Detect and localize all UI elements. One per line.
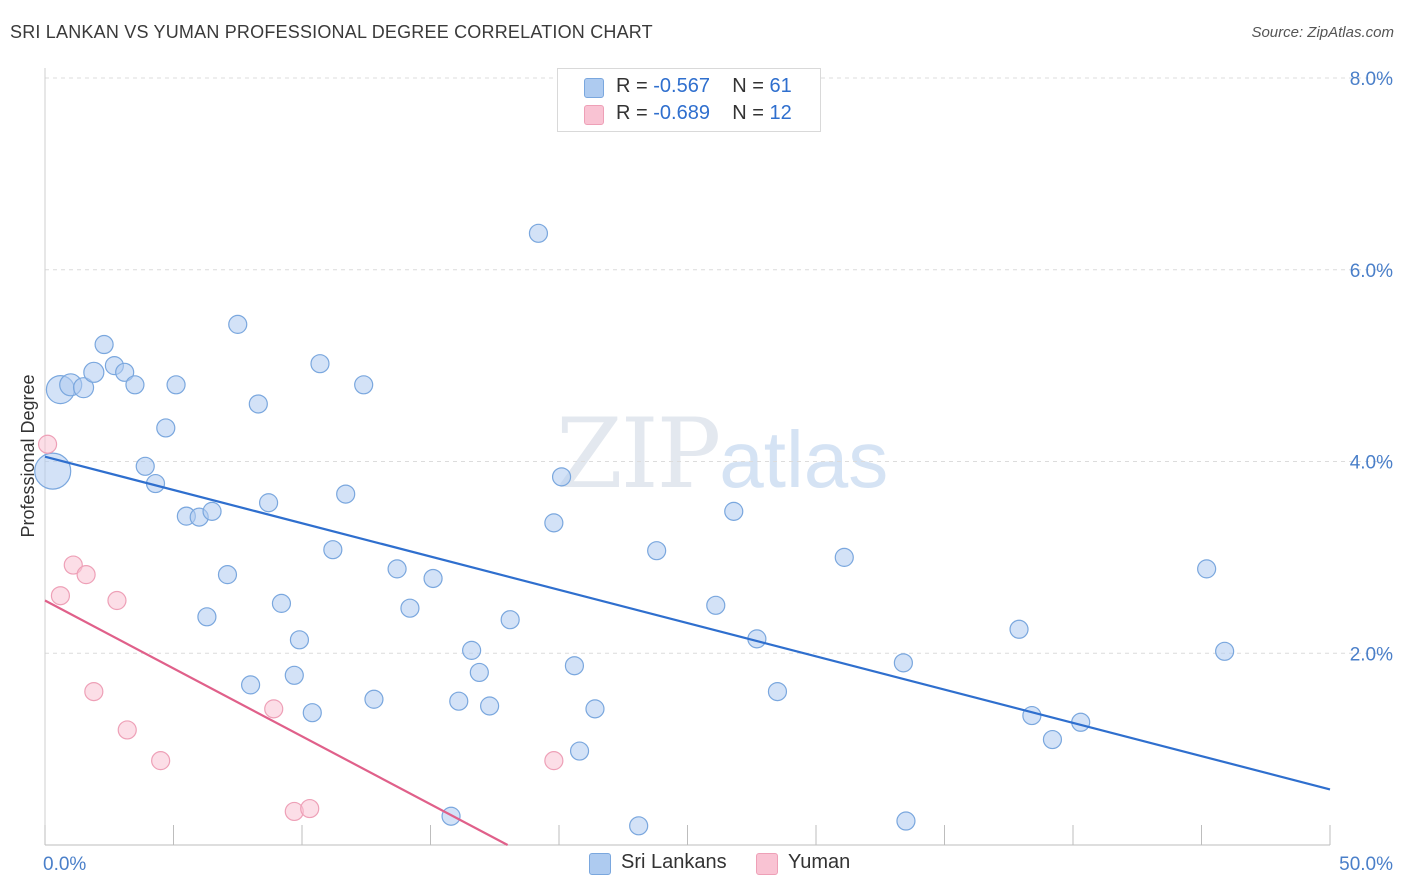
point-sri-lankans	[1022, 705, 1042, 726]
watermark-zip: ZIP	[556, 398, 721, 510]
point-sri-lankans	[528, 223, 549, 243]
point-sri-lankans	[480, 696, 500, 716]
point-yuman	[264, 699, 284, 719]
point-sri-lankans	[202, 501, 222, 521]
point-yuman	[63, 555, 83, 575]
legend-swatch-yuman	[584, 105, 604, 125]
legend-n-label: N =	[732, 75, 770, 97]
point-sri-lankans	[569, 741, 590, 761]
point-sri-lankans	[258, 493, 279, 513]
bottom-legend-swatch-yuman	[756, 853, 778, 875]
bottom-legend-label: Yuman	[788, 851, 851, 873]
point-sri-lankans	[767, 681, 788, 702]
x-tick-label: 50.0%	[1339, 854, 1393, 875]
point-sri-lankans	[166, 375, 186, 395]
point-sri-lankans	[228, 314, 248, 334]
point-sri-lankans	[217, 565, 238, 585]
point-sri-lankans	[896, 811, 916, 831]
point-sri-lankans	[893, 653, 913, 673]
point-sri-lankans	[125, 375, 145, 395]
point-sri-lankans	[197, 607, 217, 627]
y-tick-label: 4.0%	[1350, 453, 1393, 474]
point-sri-lankans	[834, 547, 854, 567]
point-sri-lankans	[336, 484, 356, 504]
point-yuman	[300, 798, 320, 819]
bottom-legend-label: Sri Lankans	[621, 851, 727, 873]
legend-r-label: R =	[616, 75, 654, 97]
point-sri-lankans	[135, 456, 155, 476]
point-yuman	[151, 751, 171, 771]
watermark-atlas: atlas	[719, 415, 889, 504]
point-sri-lankans	[449, 691, 469, 711]
point-sri-lankans	[323, 540, 343, 560]
point-sri-lankans	[156, 418, 176, 438]
point-sri-lankans	[310, 354, 330, 374]
point-sri-lankans	[1197, 559, 1217, 579]
y-tick-label: 8.0%	[1350, 69, 1393, 90]
point-sri-lankans	[551, 467, 572, 487]
legend-n-value: 61	[769, 75, 792, 97]
point-sri-lankans	[462, 640, 482, 660]
point-sri-lankans	[724, 501, 744, 521]
trend-line-yuman	[44, 599, 509, 846]
legend-r-value: -0.689	[653, 102, 710, 124]
point-yuman	[117, 720, 137, 740]
point-sri-lankans	[83, 361, 105, 383]
point-sri-lankans	[585, 699, 605, 719]
point-sri-lankans	[271, 593, 292, 613]
point-yuman	[107, 590, 127, 611]
x-tick-label: 0.0%	[43, 854, 86, 875]
point-sri-lankans	[241, 675, 261, 695]
bottom-legend-swatch-sri-lankans	[589, 853, 611, 875]
point-sri-lankans	[564, 656, 585, 676]
point-sri-lankans	[400, 598, 420, 618]
trend-line-sri-lankans	[44, 455, 1331, 791]
point-yuman	[76, 565, 96, 585]
y-tick-label: 6.0%	[1350, 261, 1393, 282]
point-sri-lankans	[72, 377, 95, 399]
point-yuman	[50, 586, 71, 606]
point-sri-lankans	[364, 689, 384, 709]
point-sri-lankans	[302, 703, 322, 723]
source-label: Source: ZipAtlas.com	[1251, 24, 1394, 41]
point-sri-lankans	[544, 513, 564, 533]
point-sri-lankans	[94, 334, 114, 355]
point-sri-lankans	[423, 568, 443, 589]
legend-swatch-sri-lankans	[584, 78, 604, 98]
legend-r-value: -0.567	[653, 75, 710, 97]
point-sri-lankans	[469, 662, 489, 683]
point-sri-lankans	[115, 362, 135, 382]
point-sri-lankans	[500, 610, 520, 630]
point-sri-lankans	[289, 630, 310, 650]
legend-n-label: N =	[732, 102, 770, 124]
y-tick-label: 2.0%	[1350, 644, 1393, 665]
legend-n-value: 12	[769, 102, 792, 124]
chart-title: SRI LANKAN VS YUMAN PROFESSIONAL DEGREE …	[10, 22, 653, 42]
point-sri-lankans	[354, 375, 374, 395]
point-sri-lankans	[1215, 641, 1235, 661]
point-sri-lankans	[629, 816, 649, 836]
point-yuman	[37, 434, 58, 454]
stats-legend: R = -0.567 N = 61 R = -0.689 N = 12	[557, 68, 821, 132]
point-sri-lankans	[1042, 729, 1063, 750]
point-sri-lankans	[248, 394, 268, 414]
watermark: ZIPatlas	[556, 398, 888, 510]
point-sri-lankans	[1009, 619, 1029, 639]
point-sri-lankans	[706, 595, 726, 615]
y-axis-label: Professional Degree	[18, 374, 38, 537]
point-sri-lankans	[647, 541, 667, 561]
point-yuman	[84, 681, 104, 702]
point-sri-lankans	[284, 665, 304, 685]
legend-r-label: R =	[616, 102, 654, 124]
point-sri-lankans	[387, 559, 407, 579]
point-yuman	[544, 751, 564, 771]
